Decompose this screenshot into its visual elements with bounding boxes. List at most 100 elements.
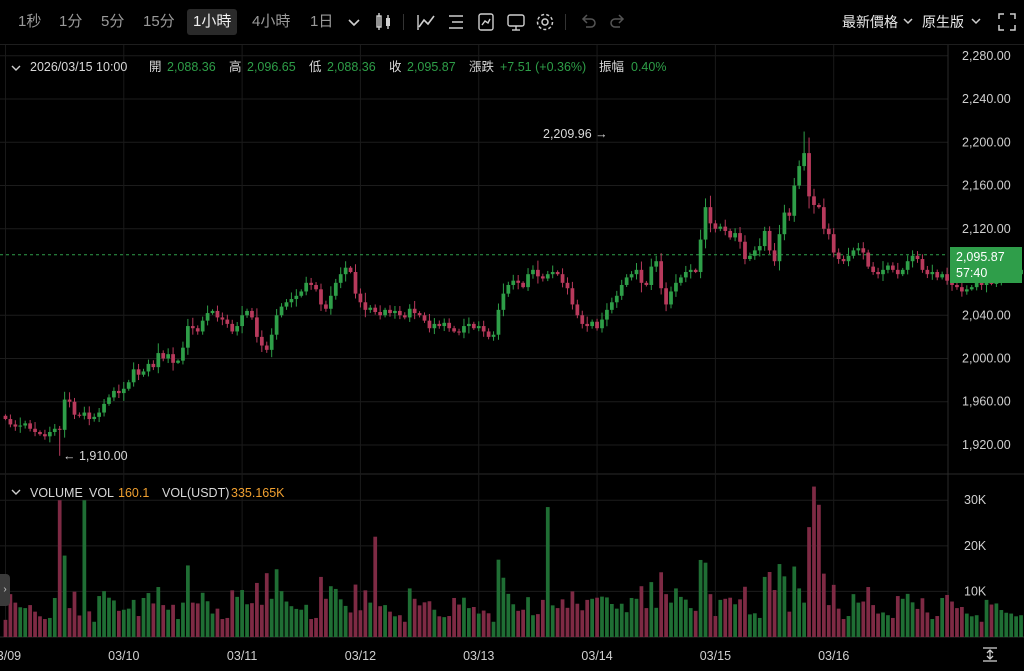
- candle-body: [846, 255, 851, 262]
- volume-collapse-chevron-icon[interactable]: [11, 489, 21, 495]
- volume-bar: [481, 610, 486, 637]
- candle-body: [526, 274, 530, 288]
- time-axis-tick: 03/10: [108, 649, 139, 663]
- candle-body: [131, 369, 136, 383]
- candle-body: [18, 425, 23, 427]
- volume-bar: [506, 593, 511, 637]
- volume-bar: [491, 621, 496, 637]
- compare-icon[interactable]: [504, 10, 528, 34]
- candle-body: [683, 272, 688, 278]
- volume-bar: [994, 603, 999, 637]
- volume-bar: [176, 619, 180, 637]
- timeframe-4h[interactable]: 4小時: [252, 13, 291, 30]
- volume-bar: [126, 608, 131, 637]
- candle-body: [383, 309, 387, 316]
- volume-bar: [900, 598, 905, 637]
- time-axis-tick: 03/11: [227, 649, 257, 663]
- candle-body: [580, 315, 585, 324]
- candle-body: [984, 282, 989, 285]
- volume-bar: [324, 598, 328, 637]
- volume-bar: [856, 602, 861, 637]
- candle-body: [536, 269, 540, 277]
- volume-bar: [767, 571, 772, 637]
- candle-body: [836, 252, 841, 260]
- volume-bar: [866, 587, 871, 637]
- volume-bar: [476, 613, 481, 637]
- volume-bar: [3, 619, 8, 637]
- legend-high-label: 高: [229, 59, 242, 74]
- undo-icon[interactable]: [576, 10, 600, 34]
- volume-bar: [698, 559, 703, 637]
- volume-bar: [787, 611, 792, 637]
- volume-bar: [748, 614, 752, 637]
- timeframe-1s[interactable]: 1秒: [18, 13, 42, 30]
- volume-bar: [23, 608, 28, 637]
- candle-body: [915, 255, 920, 260]
- indicators-icon[interactable]: [414, 10, 438, 34]
- volume-bar: [200, 592, 205, 637]
- volume-bar: [521, 609, 525, 637]
- timeframe-1h[interactable]: 1小時: [187, 9, 238, 35]
- volume-bar: [713, 616, 718, 637]
- candle-body: [609, 302, 614, 310]
- volume-axis-tick: 10K: [964, 584, 987, 598]
- candle-countdown: 57:40: [956, 266, 988, 280]
- chart-template-icon[interactable]: [474, 10, 498, 34]
- volume-bar: [861, 601, 866, 637]
- candle-body: [905, 261, 910, 270]
- candle-body: [3, 415, 8, 420]
- candle-body: [639, 269, 644, 283]
- candle-body: [481, 326, 486, 332]
- volume-bar: [945, 594, 949, 637]
- axis-scale-icon[interactable]: [983, 647, 997, 662]
- volume-bar: [112, 600, 116, 637]
- drawing-tools-icon[interactable]: [444, 10, 468, 34]
- candle-body: [210, 310, 215, 314]
- side-panel-toggle-arrow-icon[interactable]: ›: [0, 574, 10, 606]
- candle-body: [417, 313, 422, 316]
- candlestick-type-icon[interactable]: [372, 10, 396, 34]
- volume-bar: [255, 582, 259, 637]
- timeframe-dropdown-chevron-icon[interactable]: [342, 10, 366, 34]
- timeframe-1d[interactable]: 1日: [310, 13, 334, 30]
- redo-icon[interactable]: [606, 10, 630, 34]
- fullscreen-icon[interactable]: [996, 11, 1018, 33]
- candle-body: [442, 322, 447, 327]
- volume-bar: [496, 559, 501, 637]
- volume-bar: [674, 588, 678, 637]
- volume-bar: [807, 527, 811, 637]
- candle-body: [368, 307, 373, 310]
- price-type-chevron-icon[interactable]: [898, 11, 918, 31]
- volume-bar: [974, 615, 979, 637]
- price-axis-tick: 2,000.00: [962, 351, 1011, 365]
- candle-body: [141, 371, 146, 375]
- timeframe-5m[interactable]: 5分: [101, 13, 125, 30]
- volume-bar: [279, 591, 284, 637]
- timeframe-1m[interactable]: 1分: [59, 13, 83, 30]
- volume-bar: [353, 584, 358, 637]
- version-select[interactable]: 原生版: [922, 14, 964, 30]
- volume-bar: [703, 562, 708, 637]
- candle-body: [545, 274, 550, 279]
- legend-collapse-chevron-icon[interactable]: [11, 65, 21, 71]
- volume-bar: [186, 565, 190, 637]
- volume-bar: [683, 599, 688, 637]
- volume-bar: [940, 597, 945, 637]
- settings-gear-icon[interactable]: [533, 10, 557, 34]
- volume-bar: [205, 601, 210, 637]
- candle-body: [279, 306, 284, 316]
- volume-bar: [605, 597, 609, 637]
- volume-bar: [846, 616, 851, 637]
- volume-bar: [116, 610, 121, 637]
- price-axis-tick: 2,280.00: [962, 49, 1011, 63]
- timeframe-15m[interactable]: 15分: [143, 13, 175, 30]
- volume-bar: [851, 594, 856, 637]
- version-chevron-icon[interactable]: [966, 11, 986, 31]
- volume-bar: [693, 610, 698, 637]
- price-type-select[interactable]: 最新價格: [842, 14, 898, 30]
- candle-body: [205, 313, 210, 321]
- volume-bar: [609, 603, 614, 637]
- volume-bar: [1004, 612, 1009, 637]
- candle-body: [8, 419, 13, 425]
